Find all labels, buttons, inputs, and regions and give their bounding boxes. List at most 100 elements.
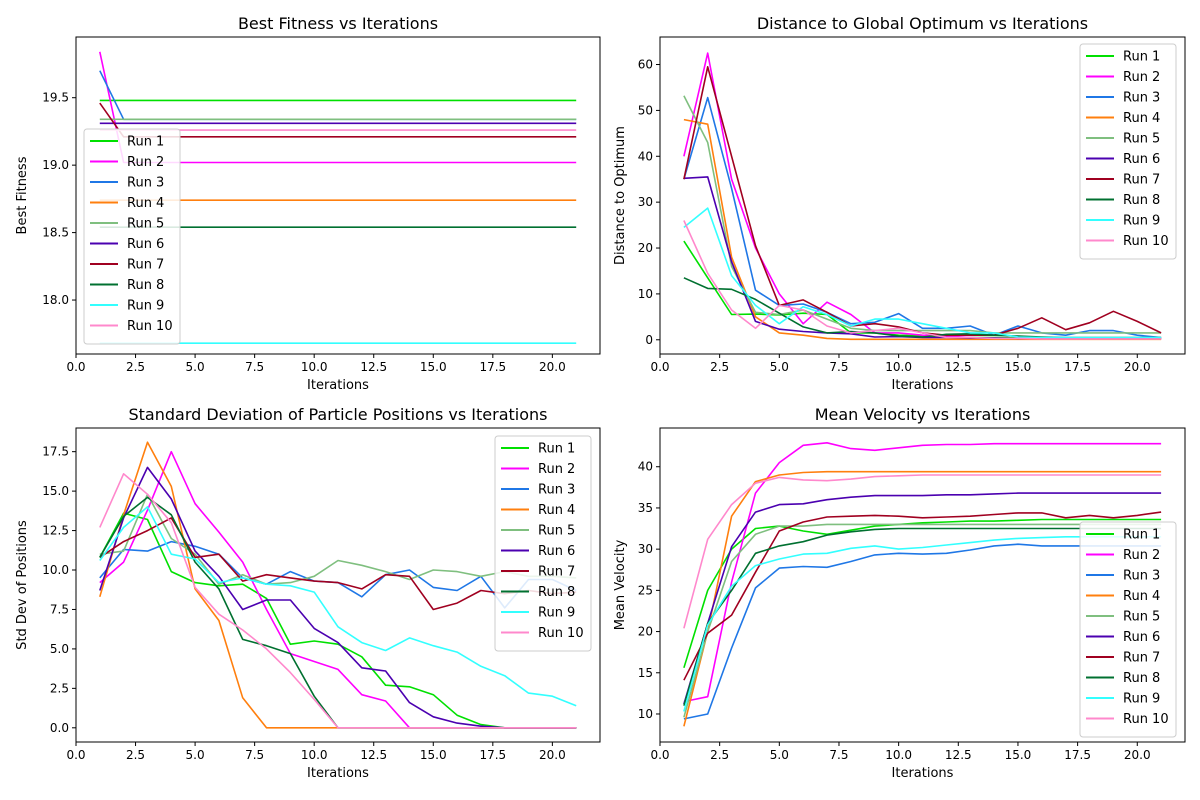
chart-1-xtick-label: 17.5 [1064,360,1091,374]
chart-3-xtick-label: 5.0 [770,748,789,762]
chart-0-axes-frame [75,36,601,355]
chart-2-legend-label-run-9: Run 9 [538,606,575,621]
chart-3-ytick-label: 30 [638,542,653,556]
chart-2-axes-frame [75,427,601,743]
chart-0-title: Best Fitness vs Iterations [238,14,438,33]
chart-3-series-line-run-7 [683,511,1162,681]
chart-1-xtick-label: 7.5 [829,360,848,374]
chart-3-xlabel: Iterations [892,766,954,781]
chart-2-xtick-label: 20.0 [539,748,566,762]
chart-1-legend-label-run-6: Run 6 [1123,152,1160,167]
chart-3-legend-label-run-2: Run 2 [1123,548,1160,563]
chart-3-xtick-label: 0.0 [650,748,669,762]
chart-3-axes-frame [659,427,1186,743]
chart-3-ytick-label: 40 [638,460,653,474]
chart-1-ytick-label: 20 [638,241,653,255]
chart-3-legend-label-run-6: Run 6 [1123,630,1160,645]
chart-0-ytick-label: 19.0 [42,158,69,172]
chart-2-legend-label-run-1: Run 1 [538,442,575,457]
chart-0-legend-label-run-6: Run 6 [127,237,164,252]
chart-1-legend-label-run-3: Run 3 [1123,91,1160,106]
chart-3-legend: Run 1 Run 2 Run 3 Run 4 Run 5 Run 6 Run 7 Run 8… [1079,521,1177,738]
chart-0-xtick-label: 2.5 [126,360,145,374]
chart-0-xlabel: Iterations [307,378,369,393]
chart-0-xtick-label: 5.0 [186,360,205,374]
chart-panel-0: Best Fitness vs Iterations 0.0 2.5 5.0 7.5 10… [15,14,601,393]
chart-2-ytick-label: 12.5 [42,524,69,538]
chart-0-xtick-label: 17.5 [479,360,506,374]
chart-0-ytick-label: 18.5 [42,226,69,240]
chart-0-xtick-label: 10.0 [301,360,328,374]
chart-1-xtick-label: 15.0 [1005,360,1032,374]
chart-0-legend-label-run-1: Run 1 [127,135,164,150]
chart-1-xlabel: Iterations [892,378,954,393]
chart-2-xtick-label: 17.5 [479,748,506,762]
chart-2-ytick-label: 7.5 [50,602,69,616]
chart-1-series-line-run-10 [683,220,1162,340]
chart-3-xtick-label: 2.5 [710,748,729,762]
chart-1-legend-label-run-10: Run 10 [1123,234,1169,249]
chart-3-ytick-label: 10 [638,707,653,721]
chart-2-xtick-label: 10.0 [301,748,328,762]
chart-0-xtick-label: 15.0 [420,360,447,374]
chart-1-xtick-label: 0.0 [650,360,669,374]
chart-2-legend-label-run-2: Run 2 [538,462,575,477]
chart-3-ylabel: Mean Velocity [613,539,628,630]
chart-3-title: Mean Velocity vs Iterations [815,405,1031,424]
chart-3-series-line-run-2 [683,441,1162,703]
chart-1-legend-label-run-2: Run 2 [1123,70,1160,85]
chart-1-xtick-label: 5.0 [770,360,789,374]
chart-2-title: Standard Deviation of Particle Positions… [128,405,547,424]
chart-1-axes-frame [659,36,1186,355]
chart-0-legend: Run 1 Run 2 Run 3 Run 4 Run 5 Run 6 Run 7 Run 8… [83,128,181,345]
chart-2-series-group [99,441,577,729]
chart-1-series-line-run-9 [683,207,1162,339]
chart-2-xtick-label: 7.5 [245,748,264,762]
chart-2-xtick-label: 2.5 [126,748,145,762]
chart-1-xtick-label: 2.5 [710,360,729,374]
chart-2-ytick-label: 15.0 [42,484,69,498]
chart-panel-1: Distance to Global Optimum vs Iterations… [613,14,1186,393]
chart-1-legend-label-run-9: Run 9 [1123,214,1160,229]
chart-2-legend-label-run-5: Run 5 [538,524,575,539]
chart-0-legend-label-run-3: Run 3 [127,176,164,191]
chart-2-series-line-run-9 [99,506,577,707]
chart-1-xtick-label: 20.0 [1124,360,1151,374]
chart-1-ylabel: Distance to Optimum [613,126,628,265]
chart-3-legend-label-run-3: Run 3 [1123,569,1160,584]
chart-2-ytick-label: 0.0 [50,721,69,735]
chart-0-legend-label-run-10: Run 10 [127,319,173,334]
chart-2-ytick-label: 2.5 [50,681,69,695]
chart-2-xlabel: Iterations [307,766,369,781]
chart-0-legend-label-run-5: Run 5 [127,217,164,232]
chart-2-ytick-label: 17.5 [42,445,69,459]
chart-1-legend-label-run-5: Run 5 [1123,132,1160,147]
chart-1-legend: Run 1 Run 2 Run 3 Run 4 Run 5 Run 6 Run 7 Run 8… [1079,43,1177,260]
chart-1-ytick-label: 40 [638,149,653,163]
chart-2-legend-label-run-6: Run 6 [538,544,575,559]
chart-2-xtick-label: 5.0 [186,748,205,762]
chart-0-xtick-label: 7.5 [245,360,264,374]
chart-0-xtick-label: 12.5 [360,360,387,374]
chart-3-legend-label-run-1: Run 1 [1123,528,1160,543]
chart-1-legend-label-run-1: Run 1 [1123,50,1160,65]
chart-1-ytick-label: 60 [638,58,653,72]
chart-3-legend-label-run-8: Run 8 [1123,671,1160,686]
chart-3-xtick-label: 20.0 [1124,748,1151,762]
chart-3-xtick-label: 12.5 [945,748,972,762]
chart-2-ylabel: Std Dev of Positions [15,520,30,650]
chart-2-xtick-label: 15.0 [420,748,447,762]
chart-3-ytick-label: 25 [638,583,653,597]
chart-2-legend-label-run-8: Run 8 [538,585,575,600]
chart-2-series-line-run-10 [99,472,577,729]
chart-1-xtick-label: 10.0 [885,360,912,374]
chart-0-legend-label-run-4: Run 4 [127,196,164,211]
chart-3-legend-label-run-10: Run 10 [1123,712,1169,727]
chart-2-xtick-label: 12.5 [360,748,387,762]
chart-1-ytick-label: 30 [638,195,653,209]
chart-0-xtick-label: 0.0 [66,360,85,374]
chart-1-xtick-label: 12.5 [945,360,972,374]
chart-2-legend-label-run-4: Run 4 [538,503,575,518]
chart-3-legend-label-run-9: Run 9 [1123,692,1160,707]
